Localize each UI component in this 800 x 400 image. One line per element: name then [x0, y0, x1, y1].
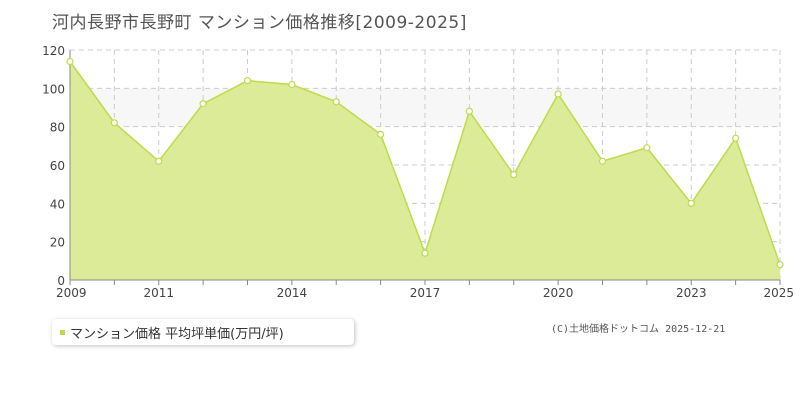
x-tick-label: 2020 — [543, 286, 574, 300]
y-tick-label: 20 — [50, 236, 65, 250]
data-point — [421, 249, 429, 257]
data-point — [243, 77, 252, 85]
data-point — [155, 157, 163, 165]
data-point — [199, 100, 207, 108]
x-tick-label: 2023 — [676, 286, 707, 300]
data-point — [554, 90, 562, 98]
data-point — [288, 80, 296, 89]
axis-layer — [69, 50, 781, 285]
data-point — [66, 57, 74, 66]
data-point — [465, 107, 473, 115]
data-point — [643, 144, 651, 152]
x-tick-label: 2014 — [277, 286, 308, 300]
y-tick-label: 40 — [50, 197, 65, 211]
chart-title: 河内長野市長野町 マンション価格推移[2009-2025] — [52, 13, 467, 33]
x-tick-label: 2017 — [410, 286, 441, 300]
legend-swatch — [60, 329, 65, 335]
tick-layer: 0 20 40 60 80 100 120 2009 2011 2014 2017 2020 2023 2… — [42, 44, 794, 300]
legend-label: マンション価格 平均坪単価(万円/坪) — [70, 326, 284, 342]
data-point — [732, 134, 740, 142]
data-point — [598, 157, 607, 165]
legend: マンション価格 平均坪単価(万円/坪) — [52, 319, 354, 345]
y-tick-label: 0 — [57, 274, 65, 288]
x-tick-label: 2009 — [56, 286, 87, 300]
data-point — [377, 130, 385, 138]
credit-text: (C)土地価格ドットコム 2025-12-21 — [551, 324, 726, 335]
data-point — [110, 119, 118, 127]
y-tick-label: 120 — [42, 44, 65, 58]
data-point — [687, 199, 695, 207]
y-tick-label: 100 — [42, 82, 65, 96]
data-point — [776, 261, 784, 269]
data-point — [510, 170, 518, 179]
x-tick-label: 2025 — [763, 286, 794, 300]
x-tick-label: 2011 — [143, 286, 174, 300]
y-tick-label: 80 — [50, 121, 65, 135]
point-layer — [66, 57, 784, 269]
series-area — [70, 61, 780, 280]
data-point — [332, 98, 340, 106]
y-tick-label: 60 — [50, 159, 65, 173]
